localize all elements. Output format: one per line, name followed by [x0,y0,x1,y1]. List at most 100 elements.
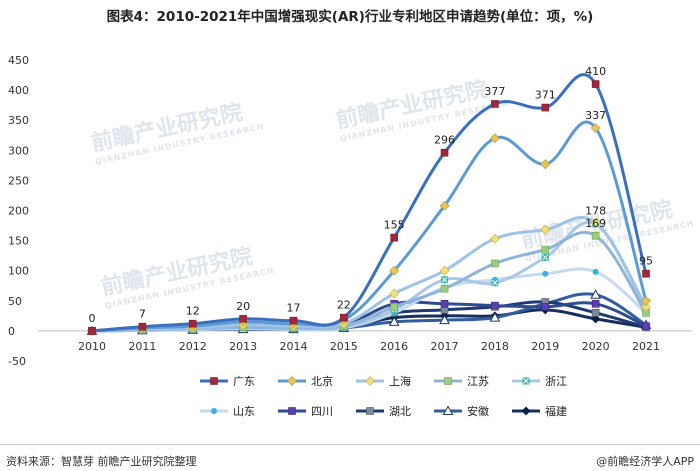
data-label: 178 [585,205,606,218]
data-point [390,233,398,242]
x-tick-label: 2017 [431,340,459,353]
legend-marker [442,405,454,415]
legend-item-浙江: 浙江 [512,375,567,388]
data-point [591,309,600,317]
legend-item-湖北: 湖北 [356,405,411,418]
legend-item-安徽: 安徽 [434,404,489,418]
legend-marker [287,376,297,386]
x-tick-label: 2020 [582,340,610,353]
legend-item-上海: 上海 [356,374,411,388]
legend-marker [522,377,530,385]
legend-item-山东: 山东 [200,405,255,418]
line-chart: -50 0 50 100 150 200 250 300 350 400 450 2010 2011 20… [8,54,692,418]
data-point [541,253,549,261]
data-point [591,231,600,240]
legend-label: 北京 [311,374,333,388]
source-note: 资料来源：智慧芽 前瞻产业研究院整理 [6,455,197,468]
legend-label: 福建 [545,404,567,418]
legend-item-北京: 北京 [278,374,333,388]
data-point [491,100,499,108]
data-point [591,300,600,308]
x-tick-label: 2016 [380,340,408,353]
data-point [289,316,298,325]
x-tick-label: 2018 [481,340,509,353]
data-point [441,276,449,284]
legend-marker [288,407,296,415]
data-point [239,315,247,323]
y-tick-label: 350 [8,114,29,127]
data-point [489,233,500,244]
data-label: 377 [484,85,505,98]
legend-label: 浙江 [545,375,567,388]
data-point [590,289,601,299]
data-label: 95 [639,255,653,268]
data-label: 337 [585,109,606,122]
y-tick-label: 250 [8,174,29,187]
data-label: 22 [337,299,351,312]
data-point [541,103,550,112]
x-tick-label: 2010 [78,340,106,353]
legend-label: 广东 [233,375,255,388]
data-point [642,269,650,278]
y-tick-label: -50 [8,355,26,368]
data-point [138,322,147,331]
legend-item-江苏: 江苏 [434,375,489,388]
data-point [439,314,450,325]
data-point [439,265,450,276]
y-tick-label: 100 [8,265,29,278]
data-point [491,279,499,287]
legend-item-福建: 福建 [512,404,567,418]
data-label: 371 [535,89,556,102]
x-tick-label: 2012 [179,340,207,353]
y-tick-label: 50 [8,295,22,308]
x-tick-label: 2015 [330,340,358,353]
data-point [542,270,549,277]
legend-label: 湖北 [389,405,411,418]
data-point [340,313,348,322]
y-tick-label: 150 [8,235,29,248]
y-tick-label: 400 [8,84,29,97]
legend-marker [211,408,217,414]
data-point [540,224,551,235]
x-tick-label: 2014 [279,340,307,353]
data-label: 12 [186,305,200,318]
data-label: 20 [236,300,250,313]
legend-marker [210,377,218,385]
x-tick-label: 2013 [229,340,257,353]
data-point [541,303,550,311]
data-point [541,245,550,254]
brand-credit: @前瞻经济学人APP [596,455,694,468]
footer: 资料来源：智慧芽 前瞻产业研究院整理 @前瞻经济学人APP [0,444,700,471]
data-label: 410 [585,65,606,78]
y-tick-label: 450 [8,54,29,67]
data-point [440,284,449,293]
data-point [540,159,551,170]
data-point [439,200,450,211]
series-line-广东 [90,73,648,333]
legend-label: 山东 [233,405,255,418]
legend-marker [521,406,531,416]
data-point [389,265,400,276]
y-tick-label: 200 [8,205,29,218]
legend-marker [444,377,452,385]
legend-label: 上海 [389,374,411,388]
data-point [390,303,398,311]
data-point [592,268,599,275]
data-point [188,319,197,328]
legend-label: 安徽 [467,404,489,418]
x-tick-label: 2019 [531,340,559,353]
data-label: 17 [286,302,300,315]
legend-item-四川: 四川 [278,405,333,418]
data-point [389,288,400,299]
data-label: 296 [434,134,455,147]
data-point [489,312,501,322]
data-label: 155 [384,219,405,232]
data-label: 7 [139,308,146,321]
x-tick-label: 2011 [128,340,156,353]
data-label: 169 [585,217,606,230]
data-label: 0 [89,312,96,325]
data-point [440,300,449,308]
x-tick-label: 2021 [632,340,660,353]
legend-label: 江苏 [467,375,489,388]
y-tick-label: 300 [8,144,29,157]
